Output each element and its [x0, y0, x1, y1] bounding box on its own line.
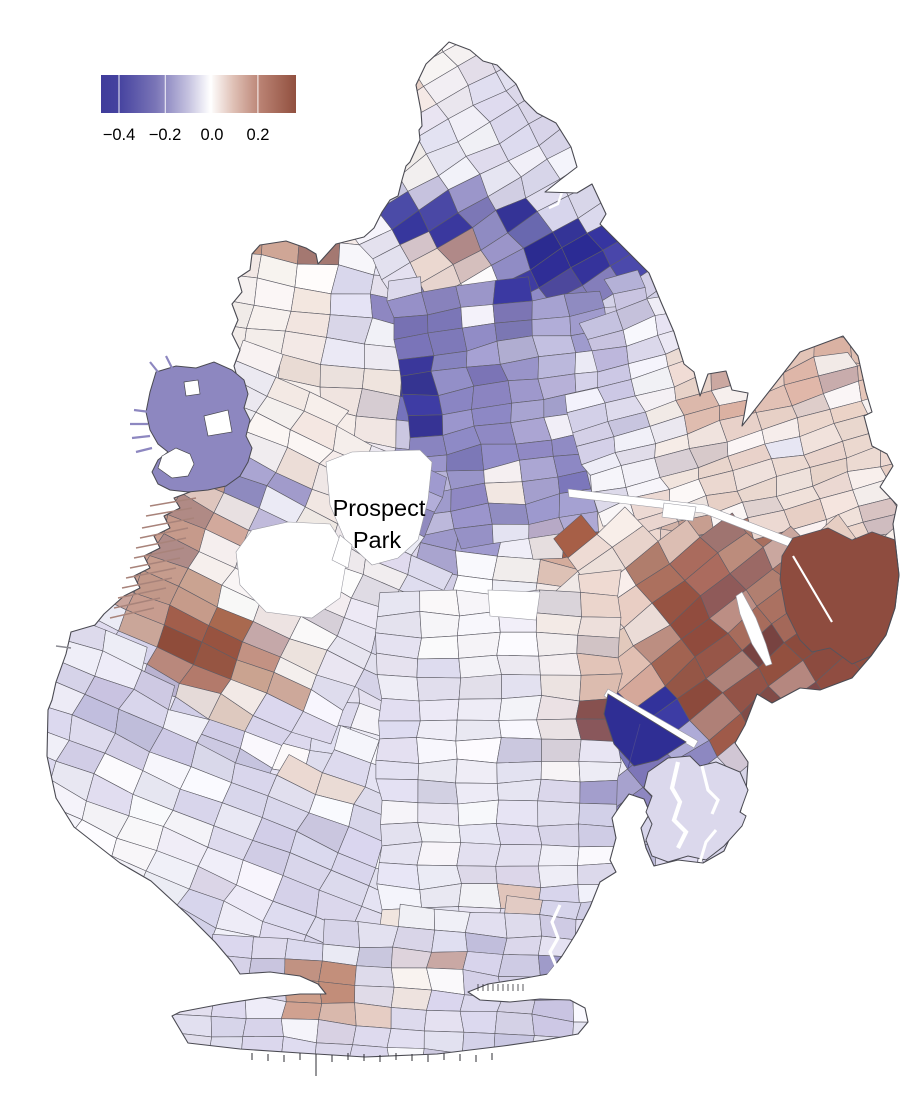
svg-text:Prospect: Prospect — [333, 495, 426, 521]
svg-text:0.0: 0.0 — [201, 126, 224, 144]
svg-text:0.2: 0.2 — [247, 126, 270, 144]
svg-text:−0.4: −0.4 — [103, 126, 136, 144]
svg-text:−0.2: −0.2 — [149, 126, 182, 144]
svg-text:Park: Park — [353, 527, 402, 553]
